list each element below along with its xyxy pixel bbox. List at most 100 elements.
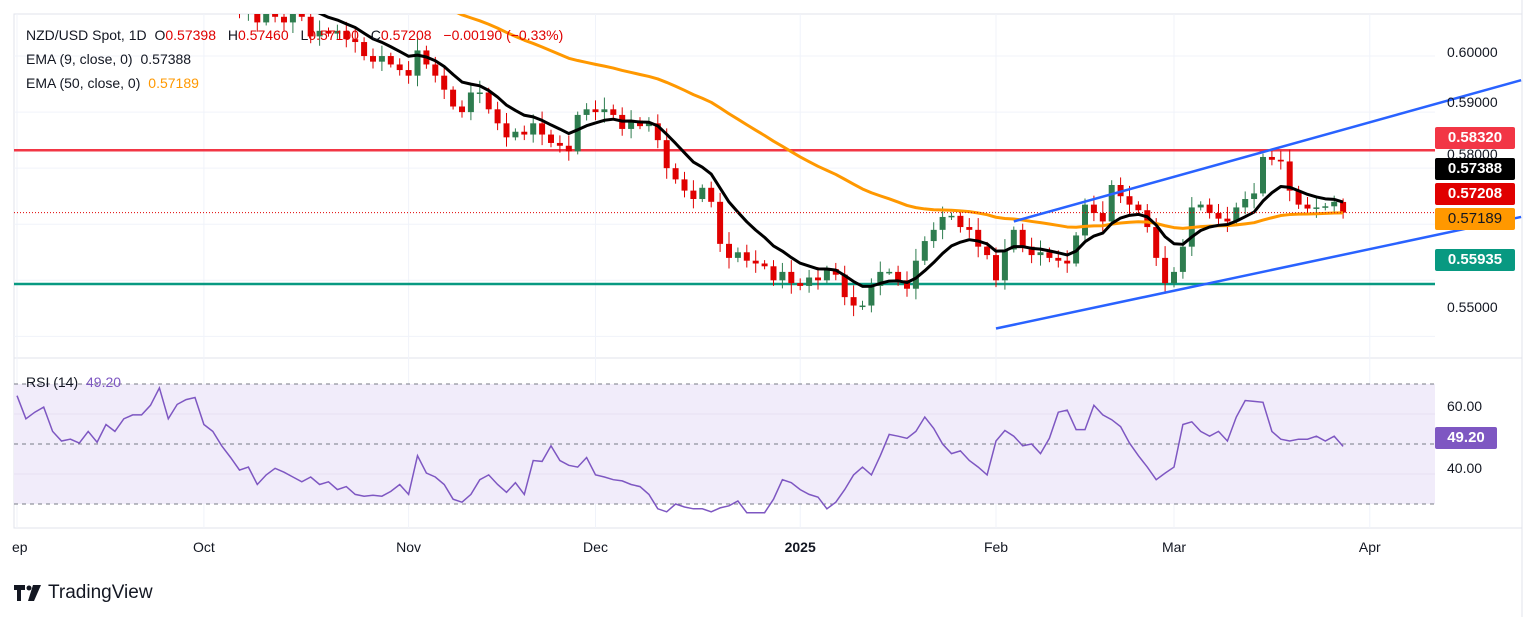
candle-up <box>1331 201 1338 207</box>
candle-up <box>1082 204 1088 236</box>
candle-up <box>574 114 581 152</box>
ema9-value: 0.57388 <box>140 51 192 67</box>
ema9-line <box>317 14 1344 288</box>
close-value: 0.57208 <box>380 27 432 43</box>
date-tick: Mar <box>1161 539 1187 555</box>
open-value: 0.57398 <box>165 27 216 43</box>
ema50-line <box>456 14 1344 230</box>
candle-up <box>877 271 884 286</box>
symbol-name: NZD/USD Spot, 1D <box>26 27 147 43</box>
date-tick: 2025 <box>784 539 816 555</box>
candle-down <box>441 75 448 90</box>
rsi-line <box>16 385 1344 514</box>
date-tick: Nov <box>396 539 422 555</box>
price-tick: 0.55000 <box>1447 299 1498 315</box>
candle-up <box>583 109 590 115</box>
candle-down <box>281 16 287 23</box>
candle-down <box>708 187 715 202</box>
candle-up <box>948 215 955 218</box>
candle-up <box>628 120 635 129</box>
candle-down <box>565 145 572 152</box>
change-value: −0.00190 (−0.33%) <box>443 27 564 43</box>
candle-up <box>1179 246 1186 272</box>
price-tick: 0.60000 <box>1447 44 1498 60</box>
candle-up <box>334 30 341 34</box>
high-label: H <box>227 27 238 43</box>
candle-up <box>263 14 270 23</box>
candle-down <box>1277 159 1284 162</box>
candle-down <box>993 255 999 281</box>
candle-down <box>770 266 777 281</box>
ema50-price-tag: 0.57189 <box>1435 208 1515 230</box>
channel-upper-line <box>1013 78 1522 223</box>
candle-down <box>592 109 599 113</box>
candle-down <box>1135 204 1142 211</box>
price-tick: 0.59000 <box>1447 94 1498 110</box>
low-label: L <box>300 27 309 43</box>
date-tick: Apr <box>1358 539 1381 555</box>
low-value: 0.57100 <box>308 27 359 43</box>
candle-up <box>289 14 296 23</box>
candle-up <box>1233 207 1240 222</box>
candle-down <box>1162 257 1169 284</box>
candle-down <box>1340 201 1347 213</box>
candle-up <box>467 92 474 113</box>
candle-down <box>387 56 394 65</box>
candle-up <box>1171 271 1177 284</box>
candle-down <box>850 297 857 306</box>
candle-down <box>984 246 991 256</box>
date-tick: Feb <box>983 539 1009 555</box>
candle-down <box>761 263 768 267</box>
candle-down <box>254 14 261 23</box>
candle-down <box>485 92 492 110</box>
last-price-tag: 0.57208 <box>1435 183 1515 205</box>
rsi-tick: 60.00 <box>1447 398 1483 414</box>
candle-up <box>699 187 706 200</box>
candle-down <box>352 39 359 43</box>
candle-down <box>797 283 804 286</box>
candle-down <box>672 168 679 180</box>
candle-up <box>1322 206 1329 208</box>
ema9-legend: EMA (9, close, 0) 0.57388 <box>26 51 195 67</box>
candle-up <box>1313 207 1320 209</box>
candle-down <box>788 271 795 284</box>
candle-down <box>237 0 243 14</box>
candle-down <box>1286 161 1293 191</box>
candle-down <box>1099 213 1106 222</box>
candle-down <box>1019 229 1026 247</box>
candle-down <box>975 229 982 247</box>
ema50-value: 0.57189 <box>148 75 199 91</box>
channel-lower-line <box>995 215 1522 330</box>
candle-down <box>1206 204 1213 214</box>
candle-down <box>841 274 848 298</box>
support-price-tag: 0.55935 <box>1435 249 1515 271</box>
candle-up <box>1001 249 1008 281</box>
tradingview-logo[interactable]: TradingView <box>14 582 153 604</box>
candle-down <box>654 123 661 141</box>
candle-down <box>610 109 617 115</box>
candle-down <box>904 280 910 289</box>
candle-up <box>1242 199 1249 208</box>
high-value: 0.57460 <box>238 27 289 43</box>
date-tick: Dec <box>583 539 608 555</box>
candle-up <box>734 252 741 258</box>
candle-down <box>272 14 279 17</box>
close-label: C <box>370 27 381 43</box>
candle-up <box>378 56 385 62</box>
candle-down <box>1153 227 1160 258</box>
tradingview-logo-icon <box>14 585 41 601</box>
candle-up <box>601 109 608 113</box>
candle-up <box>1251 193 1258 200</box>
candle-down <box>1055 257 1062 261</box>
candle-down <box>396 64 403 71</box>
candle-up <box>316 30 323 37</box>
candle-down <box>548 134 554 143</box>
ema50-legend: EMA (50, close, 0) 0.57189 <box>26 75 203 91</box>
candle-down <box>1046 252 1053 258</box>
candle-up <box>806 277 813 286</box>
candle-up <box>779 271 786 281</box>
candle-down <box>298 14 305 17</box>
date-tick: Oct <box>193 539 215 555</box>
candle-up <box>1260 156 1266 194</box>
